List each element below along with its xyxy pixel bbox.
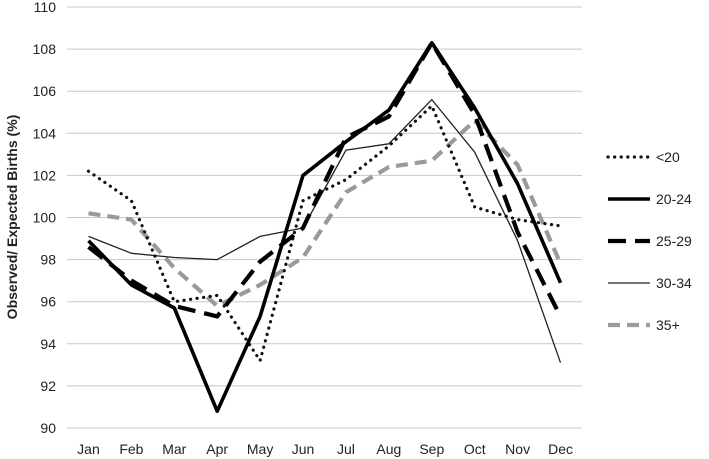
x-tick-label: Mar	[162, 441, 186, 457]
y-tick-label: 110	[34, 0, 57, 15]
y-tick-label: 96	[40, 294, 56, 310]
legend-label: 20-24	[656, 191, 692, 207]
legend: <20 20-24 25-29 30-34 35+	[606, 149, 692, 333]
gridlines	[67, 6, 582, 429]
x-tick-label: Apr	[206, 441, 228, 457]
y-tick-label: 104	[33, 125, 57, 141]
legend-label: <20	[656, 149, 680, 165]
y-tick-label: 108	[33, 41, 57, 57]
series-line-35+	[88, 118, 563, 308]
series-lines	[86, 40, 563, 414]
x-tick-label: Aug	[376, 441, 401, 457]
x-tick-label: May	[247, 441, 273, 457]
y-tick-label: 98	[40, 252, 56, 268]
x-tick-label: Jan	[77, 441, 100, 457]
x-tick-label: Jun	[292, 441, 315, 457]
y-tick-label: 94	[40, 336, 56, 352]
series-line-20-24	[87, 40, 563, 414]
series-line-<20	[86, 104, 563, 363]
x-tick-label: Oct	[464, 441, 486, 457]
x-axis-ticks: Jan Feb Mar Apr May Jun Jul Aug Sep Oct Nov Dec	[77, 441, 573, 457]
x-tick-label: Dec	[548, 441, 573, 457]
x-tick-label: Feb	[119, 441, 143, 457]
legend-label: 30-34	[656, 275, 692, 291]
legend-label: 35+	[656, 317, 680, 333]
series-line-25-29	[87, 40, 563, 319]
y-axis-ticks: 90 92 94 96 98 100 102 104 106 108 110	[33, 0, 57, 436]
y-tick-label: 106	[33, 83, 57, 99]
y-tick-label: 102	[33, 167, 57, 183]
legend-label: 25-29	[656, 233, 692, 249]
y-axis-title: Observed/ Expected Births (%)	[4, 115, 20, 320]
y-tick-label: 100	[33, 210, 57, 226]
y-tick-label: 92	[40, 378, 56, 394]
series-line-30-34	[88, 98, 562, 363]
x-tick-label: Jul	[337, 441, 355, 457]
x-tick-label: Nov	[505, 441, 530, 457]
x-tick-label: Sep	[419, 441, 444, 457]
y-tick-label: 90	[40, 420, 56, 436]
